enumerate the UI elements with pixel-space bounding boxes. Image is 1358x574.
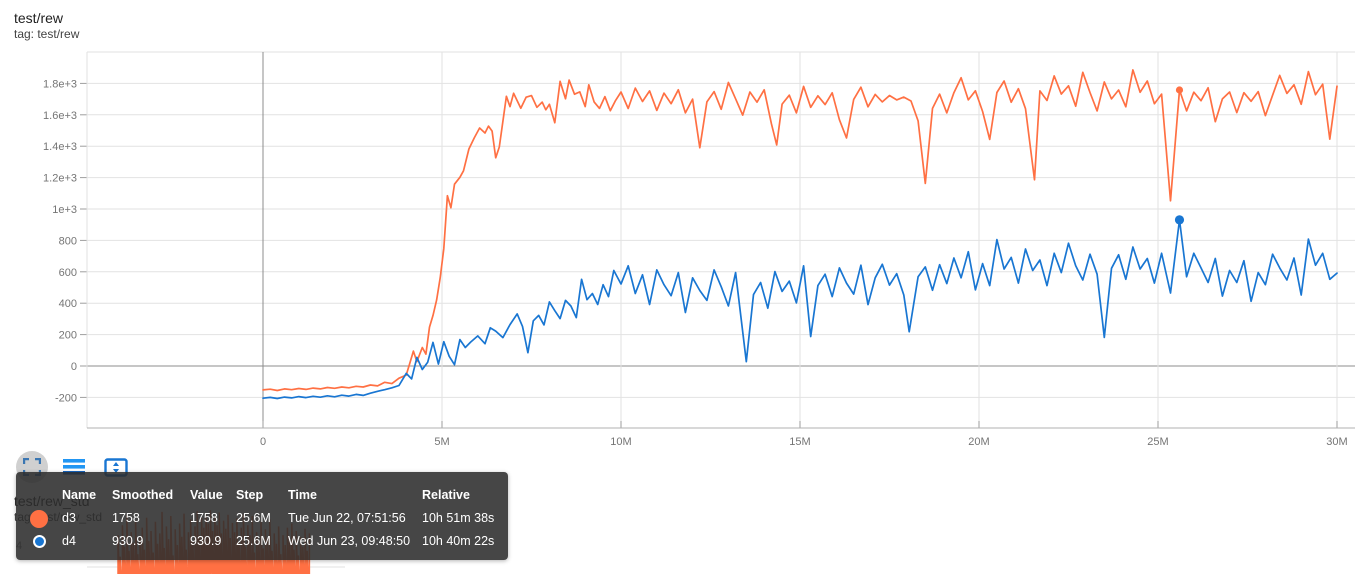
- tooltip-table: Name Smoothed Value Step Time Relative d…: [16, 484, 508, 553]
- y-tick-label: 400: [59, 298, 77, 310]
- tooltip-header-relative: Relative: [422, 488, 470, 502]
- y-tick-label: 200: [59, 330, 77, 342]
- tooltip-d3-relative: 10h 51m 38s: [422, 511, 495, 525]
- tooltip-header-name: Name: [62, 488, 97, 502]
- tooltip-d4-value: 930.9: [190, 534, 222, 548]
- tooltip-d4-step: 25.6M: [236, 534, 271, 548]
- y-tick-label: 600: [59, 267, 77, 279]
- y-tick-label: 1.2e+3: [43, 173, 77, 185]
- tooltip-d3-time: Tue Jun 22, 07:51:56: [288, 511, 406, 525]
- tooltip-header-time: Time: [288, 488, 317, 502]
- tooltip-d3-smoothed: 1758: [112, 511, 140, 525]
- card-tag: tag: test/rew: [14, 27, 80, 41]
- x-tick-label: 5M: [434, 436, 449, 448]
- card-title: test/rew: [14, 10, 64, 26]
- tooltip-d3-value: 1758: [190, 511, 218, 525]
- y-tick-label: 0: [71, 361, 77, 373]
- tooltip-d4-name: d4: [62, 534, 76, 548]
- y-tick-label: 1.4e+3: [43, 141, 77, 153]
- y-tick-label: 1.8e+3: [43, 78, 77, 90]
- y-tick-label: 1e+3: [52, 204, 77, 216]
- tooltip-d4-relative: 10h 40m 22s: [422, 534, 495, 548]
- chart-tooltip: Name Smoothed Value Step Time Relative d…: [16, 472, 508, 560]
- tooltip-d3-step: 25.6M: [236, 511, 271, 525]
- tooltip-header-value: Value: [190, 488, 223, 502]
- tooltip-d3-name: d3: [62, 511, 76, 525]
- x-tick-label: 0: [260, 436, 266, 448]
- x-tick-label: 10M: [610, 436, 631, 448]
- hover-dot-d3: [1175, 86, 1184, 94]
- y-tick-label: 800: [59, 235, 77, 247]
- x-tick-label: 20M: [968, 436, 989, 448]
- series-line-d3: [262, 69, 1338, 392]
- y-tick-label: -200: [55, 392, 77, 404]
- run-swatch-d3: [30, 509, 48, 528]
- series-line-d4: [262, 218, 1338, 400]
- card-header-rew: test/rew tag: test/rew: [14, 10, 79, 42]
- x-tick-label: 25M: [1147, 436, 1168, 448]
- tooltip-d4-smoothed: 930.9: [112, 534, 144, 548]
- run-swatch-d4: [32, 535, 46, 548]
- scalar-chart-svg[interactable]: -200 0 200 400 600 800 1e+3 1.2e+3 1.4e+3 1.6e+3 1…: [0, 0, 1358, 462]
- x-tick-label: 15M: [789, 436, 810, 448]
- tooltip-d4-time: Wed Jun 23, 09:48:50: [288, 534, 411, 548]
- y-tick-label: 1.6e+3: [43, 110, 77, 122]
- x-tick-label: 30M: [1326, 436, 1347, 448]
- hover-dot-d4: [1174, 215, 1185, 225]
- tooltip-header-step: Step: [236, 488, 264, 502]
- tooltip-header-smoothed: Smoothed: [112, 488, 174, 502]
